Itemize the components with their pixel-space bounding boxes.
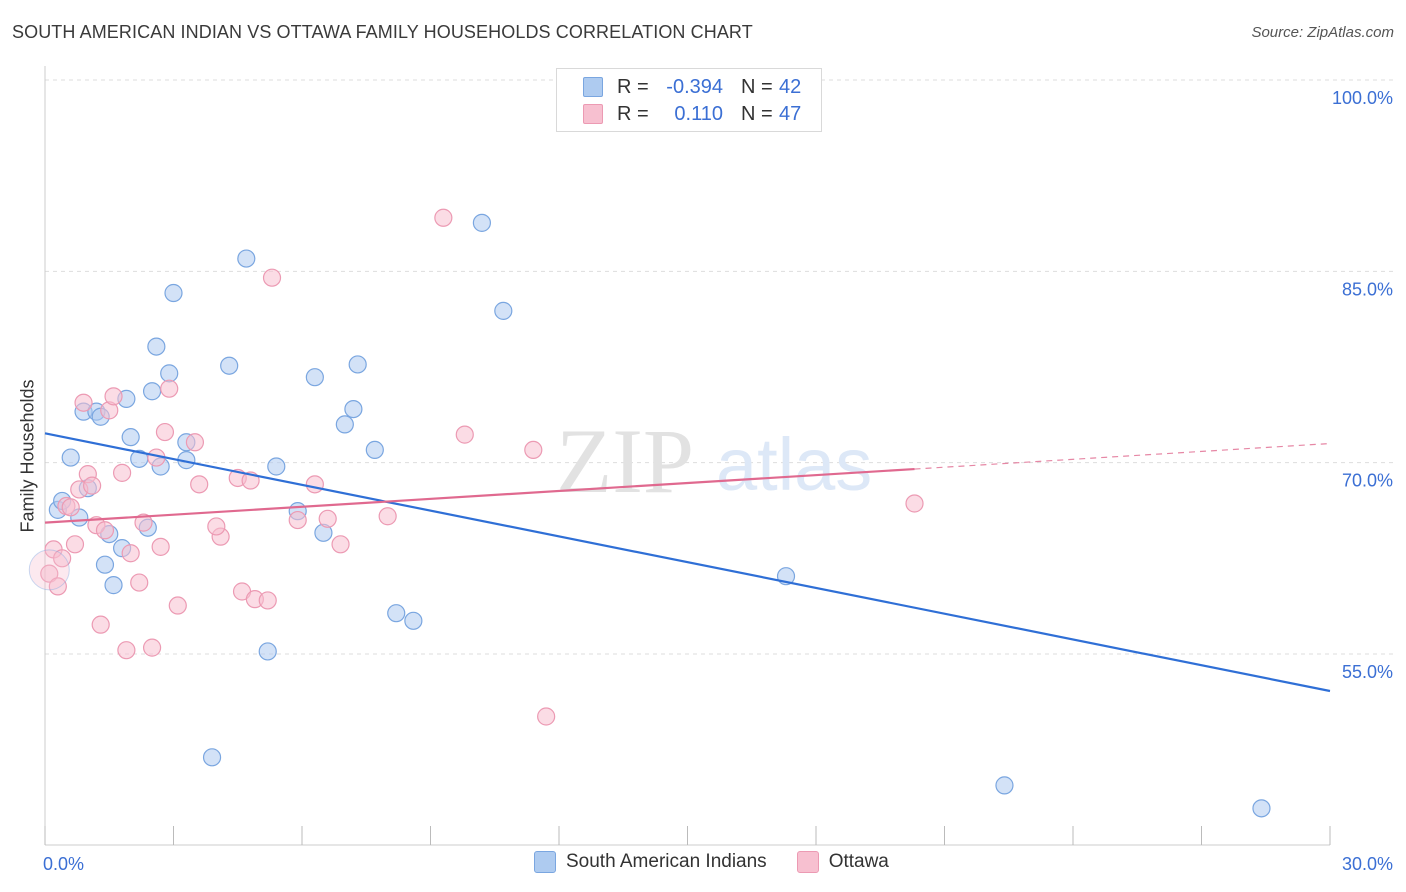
- data-point-south-american-indians: [61, 448, 80, 467]
- data-point-south-american-indians: [387, 604, 406, 623]
- data-point-south-american-indians: [404, 611, 423, 630]
- data-point-ottawa: [262, 268, 282, 287]
- data-point-south-american-indians: [335, 415, 354, 434]
- y-tick-label: 85.0%: [1342, 279, 1393, 299]
- data-point-south-american-indians: [142, 382, 162, 401]
- data-point-ottawa: [524, 440, 543, 460]
- series-swatch-pink: [796, 851, 819, 873]
- data-point-ottawa: [207, 517, 226, 536]
- y-tick-label: 100.0%: [1332, 88, 1393, 108]
- data-point-south-american-indians: [305, 368, 324, 387]
- series-swatch-blue: [534, 851, 556, 873]
- data-point-ottawa: [258, 591, 277, 610]
- y-tick-label: 55.0%: [1342, 662, 1393, 682]
- correlation-legend: R = -0.394 N = 42 R = 0.110 N = 47: [556, 68, 822, 132]
- legend-n-label: N =: [741, 102, 773, 125]
- trend-line-south-american-indians: [44, 432, 1331, 693]
- legend-row-south-american-indians: R = -0.394 N = 42: [583, 75, 801, 99]
- data-point-ottawa: [455, 425, 474, 444]
- data-point-ottawa: [318, 509, 337, 528]
- data-point-ottawa: [104, 387, 123, 406]
- data-point-south-american-indians: [160, 364, 179, 383]
- data-point-south-american-indians: [995, 776, 1014, 795]
- legend-r-label: R =: [617, 102, 649, 125]
- data-point-ottawa: [40, 564, 59, 583]
- series-legend-label: Ottawa: [828, 851, 889, 872]
- legend-r-value: -0.394: [666, 75, 723, 98]
- data-point-south-american-indians: [104, 576, 123, 595]
- source-label: Source: ZipAtlas.com: [1251, 24, 1394, 41]
- data-point-ottawa: [160, 379, 179, 398]
- data-point-ottawa: [134, 513, 153, 532]
- data-point-ottawa: [83, 476, 102, 495]
- data-point-south-american-indians: [237, 249, 256, 268]
- legend-swatch-pink: [583, 104, 603, 124]
- y-axis-label: Family Households: [17, 379, 38, 533]
- trend-line-ottawa: [44, 467, 915, 524]
- data-point-south-american-indians: [267, 457, 286, 476]
- data-point-south-american-indians: [494, 301, 513, 320]
- trend-line-ottawa-extension: [914, 442, 1331, 470]
- data-point-south-american-indians: [258, 642, 277, 661]
- data-point-ottawa: [378, 507, 397, 526]
- legend-swatch-blue: [583, 77, 603, 97]
- data-point-ottawa: [130, 573, 149, 592]
- data-point-south-american-indians: [147, 337, 166, 356]
- axes: [44, 66, 1331, 846]
- data-point-south-american-indians: [365, 440, 384, 460]
- data-point-south-american-indians: [472, 213, 491, 232]
- data-point-ottawa: [95, 521, 115, 540]
- data-point-ottawa: [112, 463, 132, 482]
- data-point-south-american-indians: [1252, 799, 1271, 818]
- x-tick-label: 30.0%: [1342, 854, 1393, 874]
- data-point-south-american-indians: [121, 428, 140, 447]
- data-point-ottawa: [91, 615, 110, 634]
- data-point-cluster: [28, 549, 70, 591]
- watermark-atlas: atlas: [716, 423, 872, 506]
- data-point-ottawa: [48, 577, 67, 596]
- data-point-ottawa: [151, 537, 170, 556]
- data-point-south-american-indians: [95, 555, 115, 574]
- legend-r-label: R =: [617, 75, 649, 98]
- data-point-south-american-indians: [164, 283, 183, 303]
- legend-row-ottawa: R = 0.110 N = 47: [583, 102, 801, 126]
- legend-n-value: 47: [779, 102, 802, 125]
- tick-labels: 100.0% 85.0% 70.0% 55.0% 0.0% 30.0%: [43, 88, 1393, 874]
- trend-lines: [44, 432, 1331, 693]
- y-tick-label: 70.0%: [1342, 471, 1393, 491]
- x-tick-label: 0.0%: [43, 854, 84, 874]
- data-point-ottawa: [142, 638, 162, 657]
- chart-title: SOUTH AMERICAN INDIAN VS OTTAWA FAMILY H…: [12, 22, 753, 42]
- data-point-ottawa: [121, 544, 140, 563]
- data-point-ottawa: [288, 510, 307, 530]
- legend-n-value: 42: [779, 75, 802, 98]
- series-legend-label: South American Indians: [566, 851, 767, 872]
- data-point-ottawa: [905, 494, 924, 513]
- data-point-south-american-indians: [344, 399, 363, 419]
- data-point-ottawa: [155, 422, 175, 442]
- data-point-ottawa: [53, 549, 72, 568]
- watermark-zip: ZIP: [556, 410, 694, 512]
- data-point-ottawa: [305, 475, 324, 494]
- data-point-south-american-indians: [348, 355, 367, 374]
- data-point-ottawa: [434, 208, 453, 227]
- legend-n-label: N =: [741, 75, 773, 98]
- data-point-ottawa: [168, 596, 187, 615]
- data-point-south-american-indians: [220, 356, 239, 375]
- data-point-south-american-indians: [202, 748, 222, 767]
- data-point-ottawa: [74, 393, 93, 412]
- data-point-ottawa: [537, 707, 556, 726]
- data-point-ottawa: [117, 641, 136, 660]
- data-point-ottawa: [61, 498, 80, 517]
- legend-r-value: 0.110: [674, 102, 723, 125]
- data-point-ottawa: [65, 535, 85, 554]
- series-legend-item-south-american-indians[interactable]: South American Indians: [534, 851, 767, 873]
- data-point-ottawa: [331, 535, 350, 554]
- data-point-ottawa: [190, 475, 209, 494]
- series-legend: South American Indians Ottawa: [534, 851, 919, 873]
- data-point-ottawa: [185, 433, 205, 452]
- watermark: ZIP atlas: [556, 410, 872, 512]
- series-legend-item-ottawa[interactable]: Ottawa: [796, 851, 889, 873]
